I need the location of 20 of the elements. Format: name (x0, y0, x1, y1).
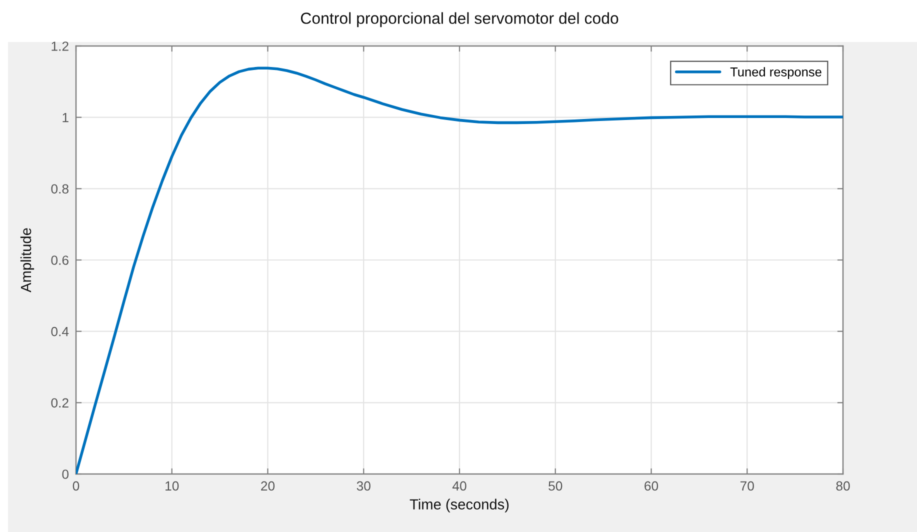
y-tick-label: 1.2 (52, 42, 68, 51)
x-tick-label: 70 (740, 481, 754, 491)
x-tick-label: 40 (452, 481, 466, 491)
y-tick-label: 0.6 (51, 256, 68, 265)
x-tick-label: 30 (356, 481, 370, 491)
y-tick-label: 0.4 (51, 326, 69, 336)
x-tick-label: 60 (644, 481, 658, 491)
x-tick-label: 20 (261, 481, 275, 491)
x-axis-title: Time (seconds) (410, 498, 509, 512)
y-axis-title: Amplitude (20, 228, 34, 292)
chart-title: Control proporcional del servomotor del codo (300, 12, 618, 28)
y-tick-label: 0.2 (51, 398, 68, 408)
x-tick-label: 50 (548, 481, 562, 491)
x-tick-label: 80 (836, 481, 850, 491)
y-tick-label: 0 (62, 470, 69, 479)
y-tick-label: 0.8 (51, 184, 68, 194)
x-tick-label: 10 (166, 481, 179, 491)
y-tick-label: 1 (62, 113, 68, 122)
legend-label: Tuned response (730, 67, 822, 79)
x-tick-label: 0 (72, 481, 80, 491)
